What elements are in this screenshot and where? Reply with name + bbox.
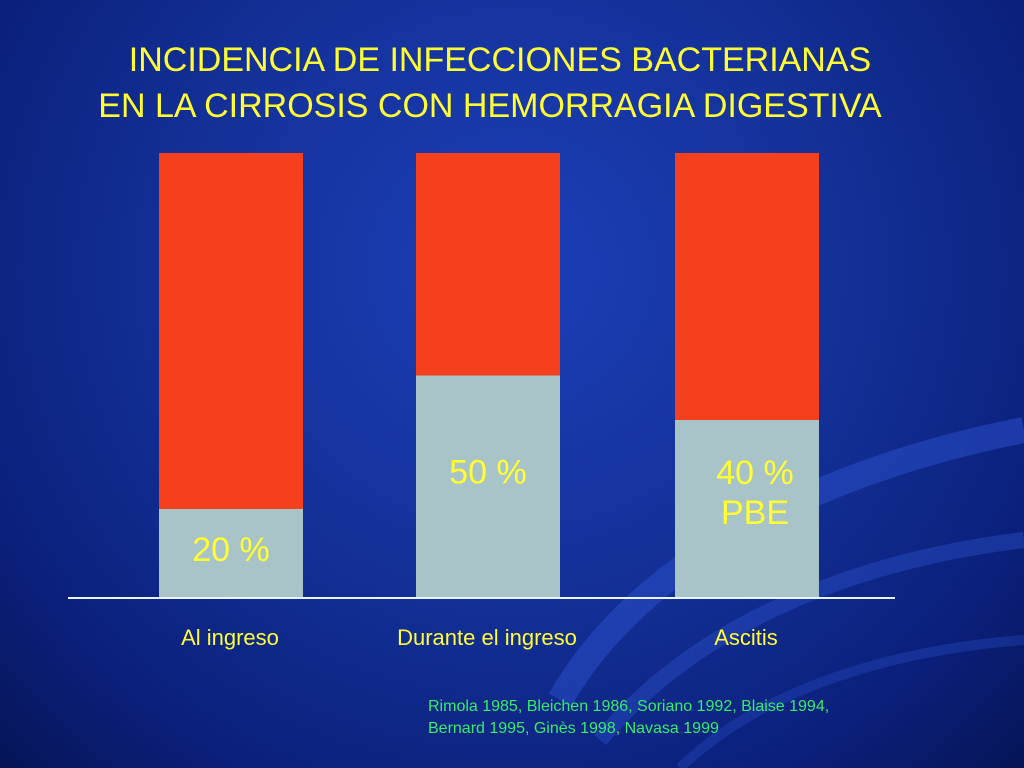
bar-remainder-1 [159,153,303,509]
data-label-3-1: 40 % [716,454,794,492]
category-label-2: Durante el ingreso [397,625,577,650]
bar-remainder-2 [416,153,560,376]
references-line-1: Rimola 1985, Bleichen 1986, Soriano 1992… [428,698,830,715]
category-label-3: Ascitis [714,625,778,650]
bar-infected-1 [159,509,303,598]
references-line-2: Bernard 1995, Ginès 1998, Navasa 1999 [428,720,719,737]
bar-remainder-3 [675,153,819,420]
references: Rimola 1985, Bleichen 1986, Soriano 1992… [428,696,1008,740]
chart-title-line-1: INCIDENCIA DE INFECCIONES BACTERIANAS [128,41,872,79]
bar-infected-2 [416,375,560,598]
bar-infected-3 [675,420,819,598]
data-label-2: 50 % [449,454,527,492]
data-label-1: 20 % [192,531,270,569]
data-label-3-2: PBE [721,494,789,532]
chart-title-line-2: EN LA CIRROSIS CON HEMORRAGIA DIGESTIVA [98,87,882,125]
category-label-1: Al ingreso [181,625,279,650]
